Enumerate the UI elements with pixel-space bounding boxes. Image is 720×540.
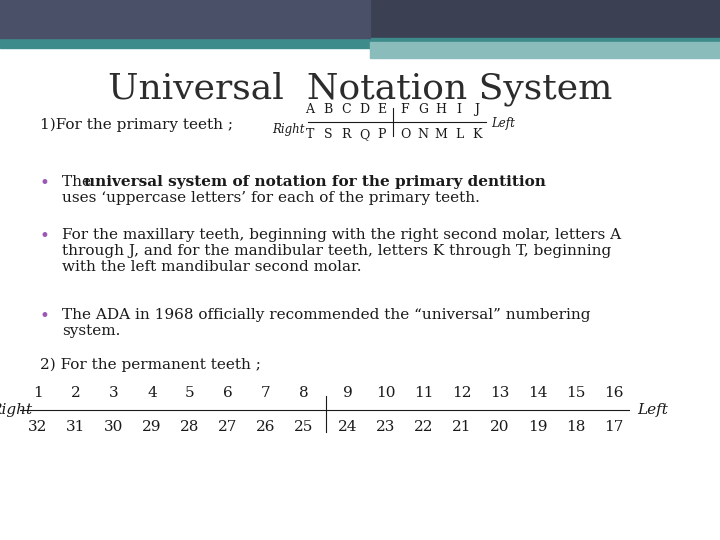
Text: R: R	[341, 128, 351, 141]
Text: O: O	[400, 128, 410, 141]
Text: 13: 13	[490, 386, 510, 400]
Text: 21: 21	[452, 420, 472, 434]
Text: Left: Left	[491, 118, 515, 131]
Text: 10: 10	[377, 386, 396, 400]
Text: system.: system.	[62, 324, 120, 338]
Text: K: K	[472, 128, 482, 141]
Text: 23: 23	[377, 420, 396, 434]
Text: H: H	[436, 103, 446, 116]
Text: Right: Right	[272, 124, 305, 137]
Text: with the left mandibular second molar.: with the left mandibular second molar.	[62, 260, 361, 274]
Text: 7: 7	[261, 386, 271, 400]
Text: •: •	[40, 175, 50, 192]
Text: 30: 30	[104, 420, 124, 434]
Text: 6: 6	[223, 386, 233, 400]
Text: P: P	[378, 128, 386, 141]
Text: 11: 11	[414, 386, 433, 400]
Text: J: J	[474, 103, 480, 116]
Text: 31: 31	[66, 420, 86, 434]
Text: 27: 27	[218, 420, 238, 434]
Text: S: S	[324, 128, 332, 141]
Text: 29: 29	[143, 420, 162, 434]
Text: 12: 12	[452, 386, 472, 400]
Bar	[0, 0, 370, 38]
Text: 2) For the permanent teeth ;: 2) For the permanent teeth ;	[40, 358, 261, 373]
Text: 5: 5	[185, 386, 195, 400]
Bar	[370, 42, 720, 58]
Text: 4: 4	[147, 386, 157, 400]
Text: T: T	[306, 128, 314, 141]
Text: Universal  Notation System: Universal Notation System	[108, 72, 612, 106]
Bar	[0, 38, 720, 48]
Text: 17: 17	[604, 420, 624, 434]
Text: D: D	[359, 103, 369, 116]
Text: 24: 24	[338, 420, 358, 434]
Text: 26: 26	[256, 420, 276, 434]
Text: Right: Right	[0, 403, 32, 417]
Text: C: C	[341, 103, 351, 116]
Text: M: M	[435, 128, 447, 141]
Text: 28: 28	[180, 420, 199, 434]
Text: 15: 15	[567, 386, 585, 400]
Text: 2: 2	[71, 386, 81, 400]
Text: 18: 18	[567, 420, 585, 434]
Text: •: •	[40, 228, 50, 245]
Text: 1: 1	[33, 386, 43, 400]
Text: Q: Q	[359, 128, 369, 141]
Text: N: N	[418, 128, 428, 141]
Text: I: I	[456, 103, 462, 116]
Text: 1)For the primary teeth ;: 1)For the primary teeth ;	[40, 118, 233, 132]
Text: 19: 19	[528, 420, 548, 434]
Text: 22: 22	[414, 420, 433, 434]
Bar	[0, 0, 720, 38]
Text: 32: 32	[28, 420, 48, 434]
Text: Left: Left	[637, 403, 668, 417]
Text: uses ‘uppercase letters’ for each of the primary teeth.: uses ‘uppercase letters’ for each of the…	[62, 191, 480, 205]
Text: 14: 14	[528, 386, 548, 400]
Text: B: B	[323, 103, 333, 116]
Text: 9: 9	[343, 386, 353, 400]
Text: 25: 25	[294, 420, 314, 434]
Text: •: •	[40, 308, 50, 325]
Text: The ADA in 1968 officially recommended the “universal” numbering: The ADA in 1968 officially recommended t…	[62, 308, 590, 322]
Text: through J, and for the mandibular teeth, letters K through T, beginning: through J, and for the mandibular teeth,…	[62, 244, 611, 258]
Text: 16: 16	[604, 386, 624, 400]
Text: L: L	[455, 128, 463, 141]
Text: 20: 20	[490, 420, 510, 434]
Text: 8: 8	[300, 386, 309, 400]
Text: G: G	[418, 103, 428, 116]
Text: For the maxillary teeth, beginning with the right second molar, letters A: For the maxillary teeth, beginning with …	[62, 228, 621, 242]
Text: F: F	[401, 103, 409, 116]
Text: 3: 3	[109, 386, 119, 400]
Text: universal system of notation for the primary dentition: universal system of notation for the pri…	[84, 175, 546, 189]
Text: The: The	[62, 175, 96, 189]
Text: A: A	[305, 103, 315, 116]
Text: E: E	[377, 103, 387, 116]
